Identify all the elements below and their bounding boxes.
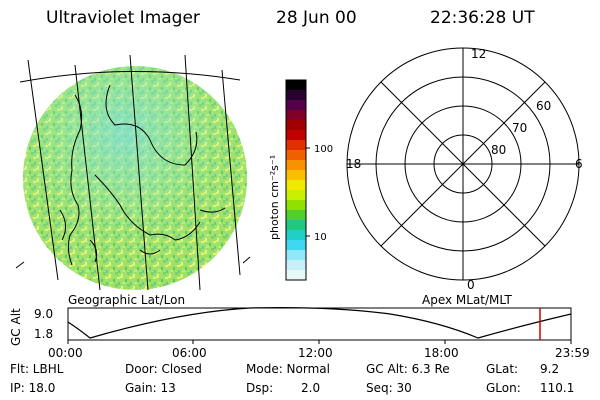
header-date: 28 Jun 00 (276, 8, 357, 28)
mlt-label-12: 12 (471, 47, 486, 61)
coastline (105, 84, 198, 166)
colorbar-band (286, 160, 306, 171)
info-glat-label: GLat: (486, 362, 519, 376)
info-door: Door: Closed (125, 362, 202, 376)
polar-caption: Apex MLat/MLT (422, 293, 512, 307)
longitude-line (27, 59, 59, 281)
grid-tick (15, 261, 25, 269)
colorbar-band (286, 130, 306, 141)
info-glon-value: 110.1 (540, 381, 575, 395)
info-ip: IP: 18.0 (10, 381, 56, 395)
colorbar-band (286, 260, 306, 271)
colorbar-band (286, 110, 306, 121)
timeline-ylabel: GC Alt (9, 308, 23, 346)
imager-disc (15, 54, 251, 291)
mlat-label-70: 70 (512, 121, 527, 135)
altitude-curve (67, 307, 572, 339)
info-glat-value: 9.2 (540, 362, 560, 376)
colorbar-band (286, 90, 306, 101)
colorbar-tick-label: 100 (314, 144, 333, 155)
colorbar-band (286, 120, 306, 131)
colorbar-unit-label: photon cm⁻²s⁻¹ (268, 155, 281, 240)
colorbar-tick-label: 10 (314, 232, 327, 243)
coastline (94, 174, 201, 241)
info-filter: Flt: LBHL (10, 362, 64, 376)
colorbar-band (286, 230, 306, 241)
latitude-line (19, 70, 241, 83)
coastline (199, 207, 226, 213)
colorbar-frame (285, 79, 307, 281)
info-gc-alt: GC Alt: 6.3 Re (366, 362, 450, 376)
polar-diagonal (380, 81, 546, 247)
colorbar-band (286, 80, 306, 91)
timeline-ytick: 9.0 (34, 307, 53, 321)
timeline-xtick: 06:00 (172, 346, 207, 360)
colorbar-band (286, 180, 306, 191)
colorbar-band (286, 150, 306, 161)
polar-plot (346, 47, 580, 281)
colorbar-band (286, 270, 306, 281)
colorbar-band (286, 200, 306, 211)
mlt-label-0: 0 (467, 278, 475, 292)
longitude-line (129, 54, 149, 291)
timeline-xtick: 00:00 (48, 346, 83, 360)
info-mode: Mode: Normal (246, 362, 330, 376)
header-time: 22:36:28 UT (430, 8, 535, 28)
timeline-ytick: 1.8 (34, 327, 53, 341)
mlat-label-80: 80 (491, 143, 506, 157)
timeline-xtick: 23:59 (555, 346, 590, 360)
colorbar-band (286, 240, 306, 251)
map-caption: Geographic Lat/Lon (68, 293, 185, 307)
info-glon-label: GLon: (486, 381, 521, 395)
mlt-label-6: 6 (575, 157, 583, 171)
grid-tick (242, 256, 251, 264)
timeline-plot: GC Alt 9.0 1.8 00:00 06:00 12:00 18:00 2… (9, 307, 590, 360)
colorbar-band (286, 140, 306, 151)
info-seq: Seq: 30 (366, 381, 412, 395)
colorbar-band (286, 170, 306, 181)
colorbar-band (286, 220, 306, 231)
colorbar-band (286, 250, 306, 261)
colorbar: 100 10 photon cm⁻²s⁻¹ (268, 79, 333, 281)
info-dsp-label: Dsp: (246, 381, 274, 395)
info-dsp-value: 2.0 (301, 381, 321, 395)
longitude-line (184, 54, 201, 291)
mlt-label-18: 18 (346, 157, 361, 171)
longitude-line (74, 64, 101, 291)
colorbar-band (286, 190, 306, 201)
coastline (67, 94, 83, 266)
colorbar-band (286, 100, 306, 111)
longitude-line (221, 69, 241, 276)
colorbar-band (286, 210, 306, 221)
timeline-xtick: 18:00 (424, 346, 459, 360)
info-gain: Gain: 13 (125, 381, 176, 395)
timeline-xtick: 12:00 (298, 346, 333, 360)
mlat-label-60: 60 (536, 99, 551, 113)
coastline (59, 209, 161, 263)
page-title: Ultraviolet Imager (46, 8, 200, 28)
